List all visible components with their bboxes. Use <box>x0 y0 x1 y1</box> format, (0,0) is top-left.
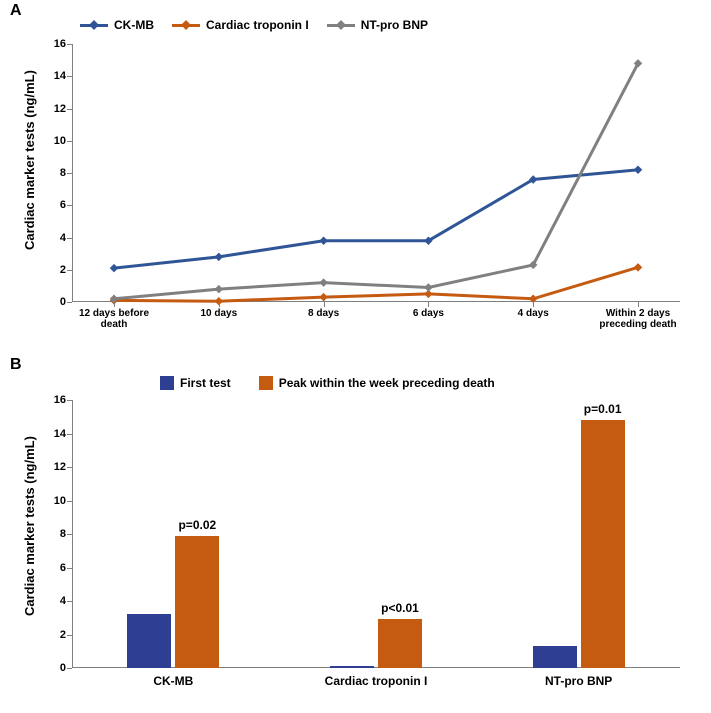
y-tick-mark <box>67 635 72 636</box>
y-tick-label: 0 <box>60 662 66 674</box>
y-tick-mark <box>67 76 72 77</box>
x-tick-label: NT-pro BNP <box>545 674 612 688</box>
series-marker <box>319 278 327 286</box>
panel-b-y-axis <box>72 400 73 668</box>
series-marker <box>215 253 223 261</box>
panel-b-label: B <box>10 356 22 374</box>
y-tick-label: 12 <box>54 103 66 115</box>
legend-marker-ntprobnp: .legend-item[data-name='legend-item-ntpr… <box>327 24 355 27</box>
y-tick-mark <box>67 141 72 142</box>
y-tick-mark <box>67 44 72 45</box>
y-tick-label: 16 <box>54 394 66 406</box>
legend-label: CK-MB <box>114 18 154 32</box>
legend-swatch-peak <box>259 376 273 390</box>
y-tick-mark <box>67 238 72 239</box>
panel-b-y-axis-title: Cardiac marker tests (ng/mL) <box>22 436 37 616</box>
bar <box>581 420 625 668</box>
p-value-annotation: p=0.02 <box>178 518 216 532</box>
y-tick-mark <box>67 601 72 602</box>
series-marker <box>215 285 223 293</box>
y-tick-label: 4 <box>60 595 66 607</box>
legend-label: NT-pro BNP <box>361 18 428 32</box>
y-tick-mark <box>67 270 72 271</box>
p-value-annotation: p<0.01 <box>381 601 419 615</box>
panel-b-plot-area: 0246810121416CK-MBCardiac troponin INT-p… <box>72 400 680 668</box>
bar <box>378 619 422 668</box>
y-tick-mark <box>67 205 72 206</box>
y-tick-label: 0 <box>60 296 66 308</box>
y-tick-mark <box>67 434 72 435</box>
y-tick-label: 6 <box>60 199 66 211</box>
x-tick-label: CK-MB <box>153 674 193 688</box>
x-tick-mark <box>219 302 220 307</box>
bar <box>533 646 577 668</box>
x-tick-label: 6 days <box>413 308 444 319</box>
x-tick-mark <box>114 302 115 307</box>
series-line <box>114 63 638 298</box>
y-tick-label: 2 <box>60 264 66 276</box>
panel-b-legend: First test Peak within the week precedin… <box>160 376 495 390</box>
y-tick-label: 10 <box>54 495 66 507</box>
y-tick-mark <box>67 109 72 110</box>
x-tick-label: 12 days before death <box>69 308 159 330</box>
panel-b: B Cardiac marker tests (ng/mL) First tes… <box>0 356 711 713</box>
panel-a-plot-area: 024681012141612 days before death10 days… <box>72 44 680 302</box>
panel-a-lines-svg <box>72 44 680 302</box>
x-tick-mark <box>324 302 325 307</box>
x-tick-mark <box>533 302 534 307</box>
panel-a-legend: .legend-item[data-name='legend-item-ckmb… <box>80 18 428 32</box>
panel-a-label: A <box>10 2 22 20</box>
y-tick-mark <box>67 400 72 401</box>
y-tick-mark <box>67 467 72 468</box>
series-marker <box>319 236 327 244</box>
x-tick-label: Within 2 days preceding death <box>593 308 683 330</box>
y-tick-mark <box>67 668 72 669</box>
x-tick-label: 8 days <box>308 308 339 319</box>
legend-item-first-test: First test <box>160 376 231 390</box>
x-tick-mark <box>428 302 429 307</box>
y-tick-label: 14 <box>54 70 66 82</box>
legend-item-ckmb: .legend-item[data-name='legend-item-ckmb… <box>80 18 154 32</box>
y-tick-label: 8 <box>60 528 66 540</box>
legend-item-troponin: .legend-item[data-name='legend-item-trop… <box>172 18 309 32</box>
y-tick-label: 4 <box>60 232 66 244</box>
series-line <box>114 170 638 268</box>
y-tick-label: 6 <box>60 562 66 574</box>
legend-label: Cardiac troponin I <box>206 18 309 32</box>
legend-marker-troponin: .legend-item[data-name='legend-item-trop… <box>172 24 200 27</box>
x-tick-label: 4 days <box>518 308 549 319</box>
legend-swatch-first-test <box>160 376 174 390</box>
legend-label: First test <box>180 376 231 390</box>
x-tick-label: 10 days <box>200 308 237 319</box>
y-tick-mark <box>67 568 72 569</box>
y-tick-label: 8 <box>60 167 66 179</box>
series-marker <box>634 263 642 271</box>
x-tick-mark <box>638 302 639 307</box>
bar <box>175 536 219 668</box>
series-marker <box>424 283 432 291</box>
y-tick-mark <box>67 302 72 303</box>
y-tick-mark <box>67 173 72 174</box>
y-tick-label: 14 <box>54 428 66 440</box>
series-marker <box>110 264 118 272</box>
y-tick-label: 16 <box>54 38 66 50</box>
series-marker <box>634 166 642 174</box>
x-tick-label: Cardiac troponin I <box>325 674 428 688</box>
figure: { "panels": { "A": { "label": "A", "type… <box>0 0 711 713</box>
bar <box>330 666 374 668</box>
legend-item-ntprobnp: .legend-item[data-name='legend-item-ntpr… <box>327 18 428 32</box>
y-tick-mark <box>67 534 72 535</box>
p-value-annotation: p=0.01 <box>584 402 622 416</box>
y-tick-mark <box>67 501 72 502</box>
panel-a: A Cardiac marker tests (ng/mL) .legend-i… <box>0 0 711 350</box>
y-tick-label: 10 <box>54 135 66 147</box>
y-tick-label: 2 <box>60 629 66 641</box>
legend-item-peak: Peak within the week preceding death <box>259 376 495 390</box>
bar <box>127 614 171 668</box>
y-tick-label: 12 <box>54 461 66 473</box>
legend-marker-ckmb: .legend-item[data-name='legend-item-ckmb… <box>80 24 108 27</box>
series-marker <box>319 293 327 301</box>
legend-label: Peak within the week preceding death <box>279 376 495 390</box>
panel-a-y-axis-title: Cardiac marker tests (ng/mL) <box>22 70 37 250</box>
